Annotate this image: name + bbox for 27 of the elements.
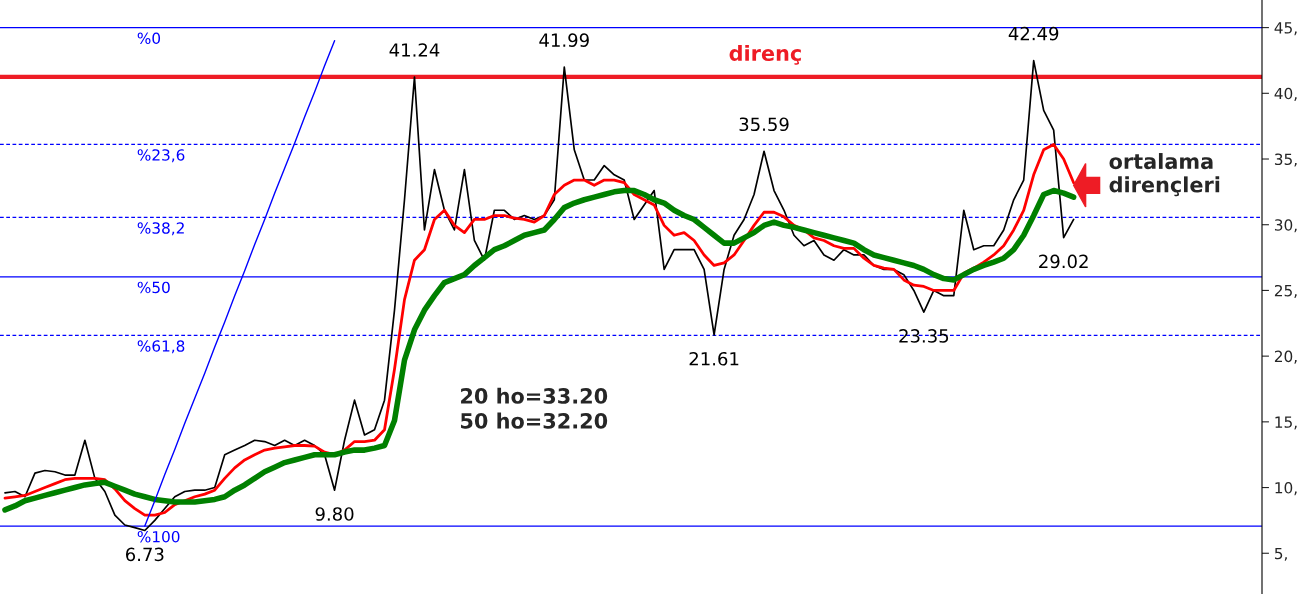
data-label: 6.73 [125, 547, 164, 562]
y-tick-label: 35, [1274, 153, 1297, 167]
y-tick-label: 20, [1274, 350, 1297, 364]
annotation: %50 [137, 281, 170, 294]
annotation: %38,2 [137, 222, 184, 236]
y-tick-label: 40, [1274, 87, 1297, 101]
data-label: 42.49 [1008, 26, 1059, 41]
data-label: 29.02 [1039, 254, 1088, 269]
data-label: 23.35 [899, 329, 949, 343]
annotation: 20 ho=33.20 50 ho=32.20 [461, 387, 608, 429]
y-tick-label: 5, [1274, 547, 1287, 561]
annotation: %100 [137, 530, 180, 543]
ref-line-label: direnç [729, 44, 801, 65]
y-tick-label: 30, [1274, 219, 1297, 233]
data-label: 9.80 [315, 507, 354, 521]
y-tick-label: 15, [1275, 416, 1297, 430]
text: ortalama dirençleri [1109, 153, 1220, 197]
y-tick-label: 10, [1275, 482, 1297, 496]
data-label: 41.24 [389, 43, 440, 57]
annotation: %61,8 [137, 340, 185, 354]
data-label: 41.99 [539, 33, 589, 47]
y-tick-label: 25, [1274, 284, 1297, 299]
annotation: %0 [137, 32, 161, 45]
annotation: %23,6 [137, 149, 185, 163]
data-label: 21.61 [689, 351, 739, 366]
data-label: 35.59 [739, 117, 789, 132]
y-tick-label: 45, [1274, 22, 1297, 36]
